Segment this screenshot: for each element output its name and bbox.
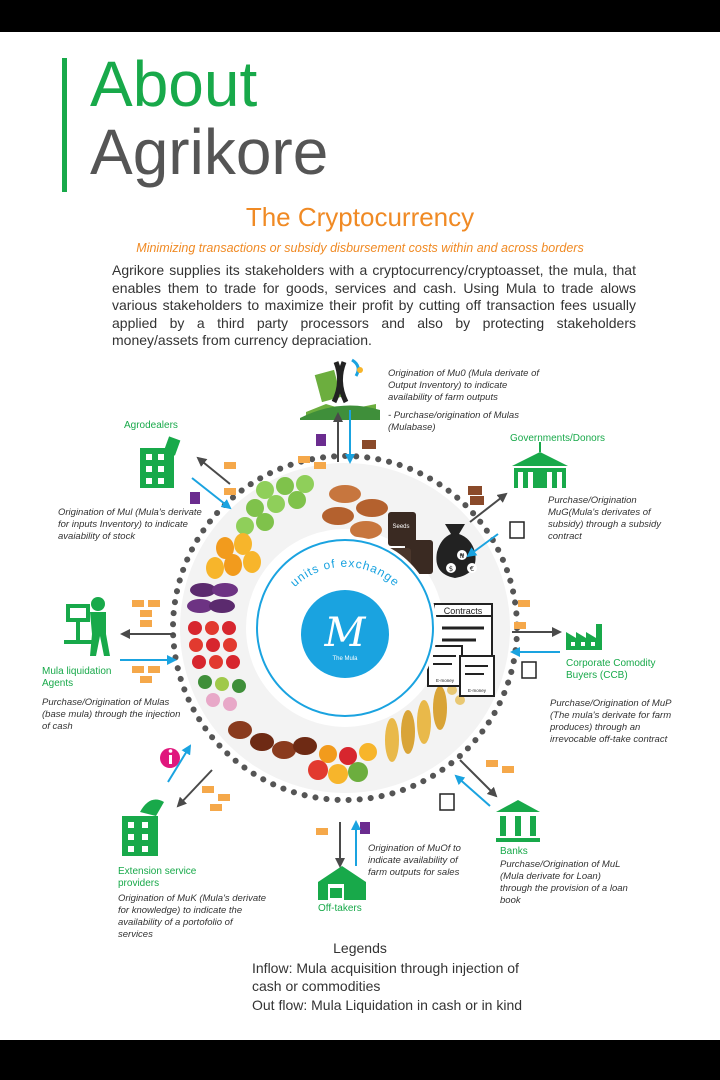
inflow-arrow-banks [454, 774, 491, 807]
purple-token-icon [190, 434, 370, 834]
bank-icon [496, 800, 540, 842]
corporate-caption: Purchase/Origination of MuP (The mula's … [550, 698, 672, 745]
top-node-caption: Origination of Mu0 (Mula derivate of Out… [388, 368, 540, 403]
chicken-segment [228, 721, 317, 759]
government-building-icon [512, 442, 568, 488]
info-icon [160, 748, 180, 768]
warehouse-icon [318, 866, 366, 900]
subtitle: The Cryptocurrency [245, 202, 475, 232]
cattle-token-icon [362, 440, 484, 505]
farm-field-icon [300, 358, 380, 420]
liquidation-label: Mula liquidation Agents [42, 666, 112, 689]
top-black-bar [0, 0, 720, 32]
outflow-arrow-banks [459, 759, 498, 798]
inflow-arrow-governments [466, 533, 499, 558]
outflow-arrow-governments [469, 492, 508, 523]
inflow-arrow-agrodealers [191, 477, 232, 510]
contracts-label: Contracts [444, 606, 483, 616]
fruit-segment [308, 743, 377, 784]
tagline: Minimizing transactions or subsidy disbu… [136, 241, 584, 255]
offtakers-label: Off-takers [318, 903, 362, 914]
intro-paragraph: Agrikore supplies its stakeholders with … [112, 262, 636, 348]
units-ring [256, 539, 434, 717]
inflow-arrow-extension [167, 744, 192, 783]
grain-segment [385, 685, 465, 762]
liquidation-caption: Purchase/Origination of Mulas (base mula… [42, 697, 181, 732]
sack-label-seeds: Seeds [392, 524, 409, 530]
agrodealers-building-icon [140, 436, 181, 488]
offtakers-caption: Origination of MuOf to indicate availabi… [368, 843, 461, 878]
bag-symbol-euro: € [470, 565, 474, 573]
bag-symbol-naira: ₦ [460, 552, 465, 560]
extension-caption: Origination of MuK (Mula's derivate for … [118, 893, 267, 940]
tomato-segment [188, 621, 240, 669]
eggplant-segment [187, 583, 238, 613]
title-about: About [90, 48, 258, 120]
banks-label: Banks [500, 846, 528, 857]
factory-icon [566, 624, 602, 650]
legend-title: Legends [333, 940, 387, 956]
mula-logo-text: The Mula [332, 656, 358, 662]
outflow-arrows [120, 412, 562, 868]
outflow-arrow-extension [176, 769, 213, 808]
liquidation-agent-icon [64, 597, 110, 656]
governments-caption: Purchase/Origination MuG(Mula's derivate… [548, 495, 662, 542]
agrodealers-label: Agrodealers [124, 420, 178, 431]
mula-logo [301, 590, 389, 678]
cattle-segment [322, 485, 388, 539]
bag-symbol-dollar: $ [449, 565, 453, 573]
legend-outflow-text: Out flow: Mula Liquidation in cash or in… [252, 997, 523, 1013]
pepper-segment [206, 533, 261, 579]
governments-label: Governments/Donors [510, 433, 606, 444]
cash-stack-icon [132, 456, 530, 835]
top-node-caption-2: - Purchase/origination of Mulas (Mulabas… [388, 410, 519, 433]
emoney-label-2: E-money [468, 688, 487, 693]
outflow-arrow-agrodealers [196, 456, 231, 485]
banks-caption: Purchase/Origination of MuL (Mula deriva… [500, 859, 628, 906]
agrodealers-caption: Origination of Mul (Mula's derivate for … [58, 507, 202, 542]
title-accent-rule [62, 58, 67, 192]
corporate-label: Corporate Comodity Buyers (CCB) [566, 658, 656, 681]
title-agrikore: Agrikore [90, 116, 329, 188]
legend-inflow-text: Inflow: Mula acquisition through injecti… [252, 960, 519, 994]
contracts-document-icon: Contracts E-money E-money [427, 603, 495, 697]
greens-segment [198, 675, 246, 711]
document-token-icon [439, 521, 537, 811]
extension-label: Extension service providers [118, 866, 197, 889]
inflow-arrows [120, 410, 560, 866]
cabbage-segment [236, 475, 314, 535]
extension-building-icon [122, 799, 164, 856]
emoney-label-1: E-money [436, 678, 455, 683]
money-bag-icon: ₦ $ € [436, 524, 477, 578]
bottom-black-bar [0, 1040, 720, 1080]
mula-logo-letter: M [324, 610, 367, 656]
ecosystem-diagram: Seeds NPK ₦ $ € Contracts E-money E-mone… [64, 358, 602, 900]
